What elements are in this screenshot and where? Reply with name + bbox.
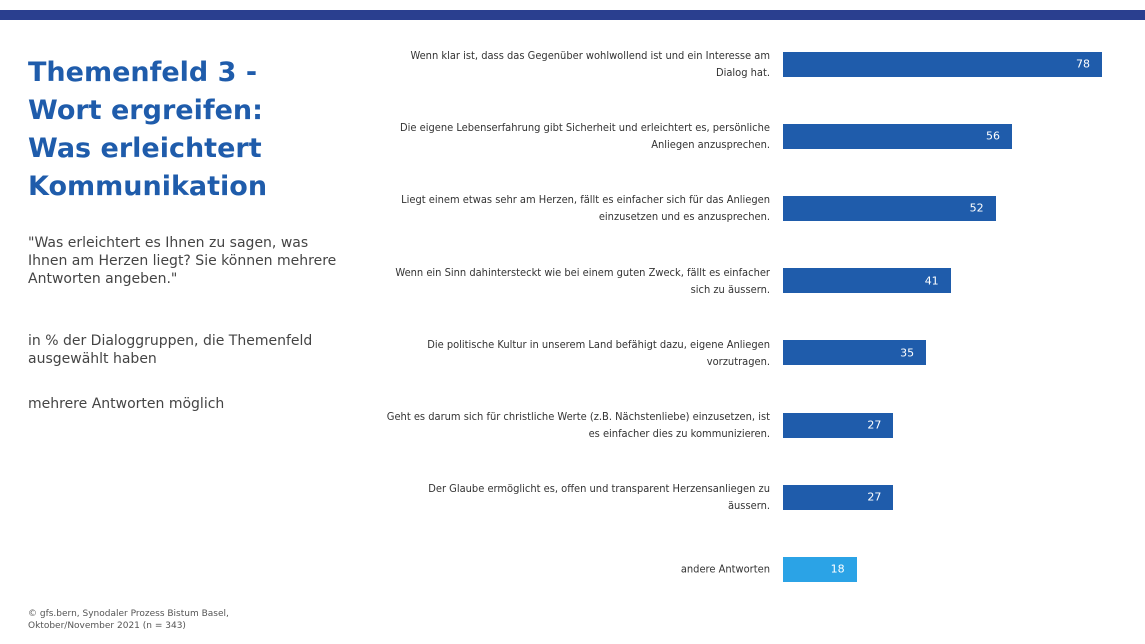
value-label: 41: [924, 274, 939, 288]
value-label: 18: [830, 562, 845, 576]
bar: [783, 412, 894, 438]
bar: [783, 556, 857, 582]
note: mehrere Antworten möglich: [28, 396, 225, 412]
category-label: Wenn ein Sinn dahintersteckt wie bei ein…: [395, 265, 770, 296]
bar: [783, 340, 927, 366]
bar: [783, 195, 996, 221]
bar: [783, 51, 1103, 77]
value-label: 35: [900, 346, 915, 360]
category-label: Der Glaube ermöglicht es, offen und tran…: [428, 482, 770, 513]
bar: [783, 484, 894, 510]
category-label: Die politische Kultur in unserem Land be…: [427, 337, 770, 368]
title: Themenfeld 3 - Wort ergreifen: Was erlei…: [28, 57, 268, 202]
value-label: 27: [867, 490, 882, 504]
category-label: Wenn klar ist, dass das Gegenüber wohlwo…: [410, 49, 770, 79]
bar: [783, 268, 951, 294]
category-label: Liegt einem etwas sehr am Herzen, fällt …: [401, 193, 770, 224]
note: in % der Dialoggruppen, die Themenfeld a…: [28, 333, 313, 367]
category-label: Die eigene Lebenserfahrung gibt Sicherhe…: [400, 121, 770, 152]
value-label: 27: [867, 418, 882, 432]
source: © gfs.bern, Synodaler Prozess Bistum Bas…: [28, 609, 229, 631]
value-label: 78: [1076, 57, 1091, 71]
value-label: 52: [969, 201, 984, 215]
category-label: andere Antworten: [680, 562, 770, 576]
category-label: Geht es darum sich für christliche Werte…: [386, 410, 770, 440]
header-band: [0, 10, 1145, 20]
value-label: 56: [986, 129, 1001, 143]
bar: [783, 123, 1013, 149]
question: "Was erleichtert es Ihnen zu sagen, was …: [28, 235, 337, 287]
